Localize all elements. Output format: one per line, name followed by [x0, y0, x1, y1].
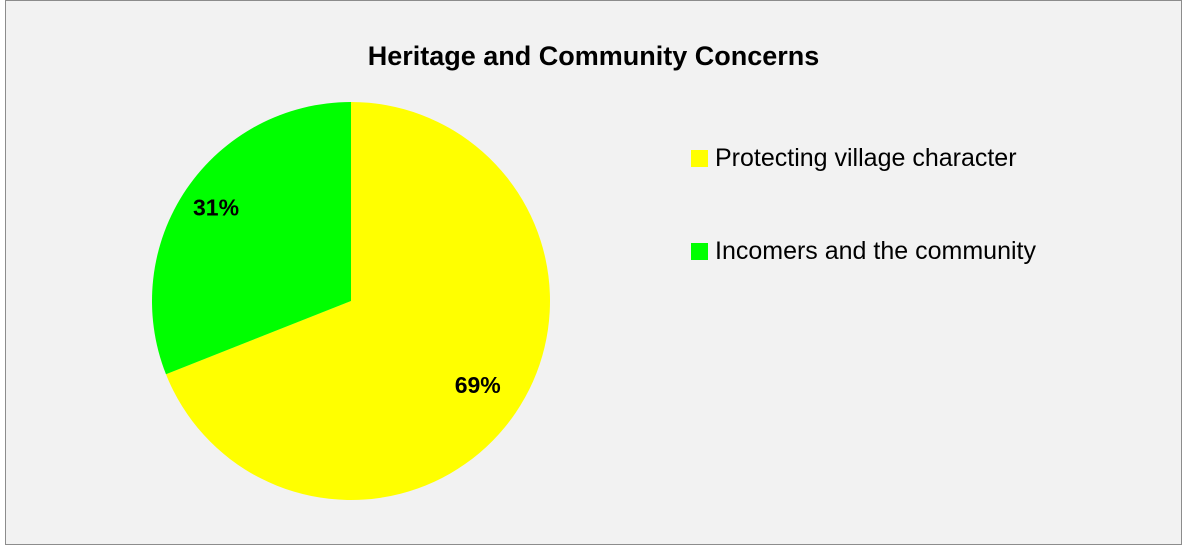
legend-label: Incomers and the community	[715, 236, 1036, 265]
legend-swatch-green	[691, 242, 708, 260]
data-label-incomers-and-the-community: 31%	[193, 194, 239, 220]
chart-title: Heritage and Community Concerns	[367, 41, 820, 71]
pie-slices	[152, 102, 550, 500]
legend-item-incomers-and-the-community: Incomers and the community	[691, 231, 1036, 271]
pie-data-labels: 69% 31%	[193, 194, 501, 398]
data-label-protecting-village-character: 69%	[455, 372, 501, 398]
legend-item-protecting-village-character: Protecting village character	[691, 138, 1036, 178]
pie-chart: 69% 31%	[152, 102, 550, 500]
chart-area: Heritage and Community Concerns 69% 31% P…	[5, 0, 1182, 545]
pie-slice-protecting-village-character	[165, 102, 550, 500]
pie-slice-incomers-and-the-community	[152, 102, 351, 375]
legend-swatch-yellow	[691, 149, 708, 167]
legend: Protecting village character Incomers an…	[691, 138, 1036, 324]
legend-label: Protecting village character	[715, 143, 1017, 172]
